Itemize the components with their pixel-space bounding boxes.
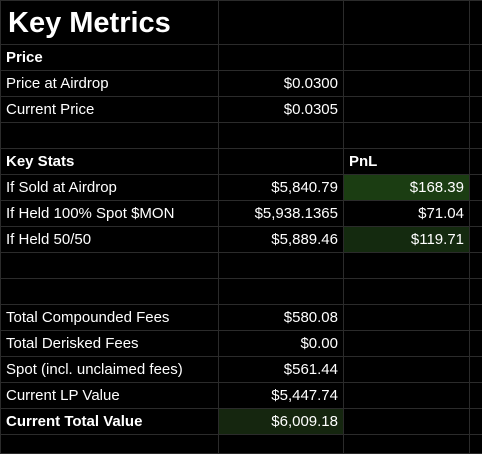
key-stat-row: If Held 100% Spot $MON $5,938.1365 $71.0… [1,201,482,227]
totals-row: Total Compounded Fees $580.08 [1,305,482,331]
key-stats-header[interactable]: Key Stats [1,149,219,175]
empty-cell[interactable] [1,279,219,305]
empty-cell[interactable] [470,331,482,357]
spot-label[interactable]: Spot (incl. unclaimed fees) [1,357,219,383]
price-section-header[interactable]: Price [1,45,219,71]
empty-cell[interactable] [219,123,344,149]
empty-cell[interactable] [344,253,470,279]
empty-cell[interactable] [470,201,482,227]
empty-cell[interactable] [219,435,344,454]
total-derisked-fees-label[interactable]: Total Derisked Fees [1,331,219,357]
empty-cell[interactable] [470,97,482,123]
empty-cell[interactable] [470,71,482,97]
price-row: Price at Airdrop $0.0300 [1,71,482,97]
empty-cell[interactable] [470,279,482,305]
spacer-row [1,123,482,149]
total-compounded-fees-label[interactable]: Total Compounded Fees [1,305,219,331]
key-stat-row: If Sold at Airdrop $5,840.79 $168.39 [1,175,482,201]
empty-cell[interactable] [344,279,470,305]
if-held-50-50-value[interactable]: $5,889.46 [219,227,344,253]
empty-cell[interactable] [1,435,219,454]
empty-cell[interactable] [470,149,482,175]
total-compounded-fees-value[interactable]: $580.08 [219,305,344,331]
spacer-row [1,435,482,454]
empty-cell[interactable] [219,253,344,279]
empty-cell[interactable] [470,227,482,253]
empty-cell[interactable] [344,1,470,45]
empty-cell[interactable] [470,45,482,71]
empty-cell[interactable] [219,45,344,71]
totals-row: Current LP Value $5,447.74 [1,383,482,409]
totals-row: Current Total Value $6,009.18 [1,409,482,435]
empty-cell[interactable] [1,123,219,149]
title-row: Key Metrics [1,1,482,45]
key-stat-row: If Held 50/50 $5,889.46 $119.71 [1,227,482,253]
sheet-title[interactable]: Key Metrics [1,1,219,45]
empty-cell[interactable] [344,305,470,331]
empty-cell[interactable] [344,123,470,149]
total-derisked-fees-value[interactable]: $0.00 [219,331,344,357]
empty-cell[interactable] [470,409,482,435]
if-sold-at-airdrop-pnl[interactable]: $168.39 [344,175,470,201]
empty-cell[interactable] [344,71,470,97]
empty-cell[interactable] [344,45,470,71]
if-held-spot-value[interactable]: $5,938.1365 [219,201,344,227]
if-sold-at-airdrop-label[interactable]: If Sold at Airdrop [1,175,219,201]
if-held-50-50-label[interactable]: If Held 50/50 [1,227,219,253]
empty-cell[interactable] [219,1,344,45]
empty-cell[interactable] [219,149,344,175]
current-total-value-label[interactable]: Current Total Value [1,409,219,435]
spacer-row [1,279,482,305]
key-stats-header-row: Key Stats PnL [1,149,482,175]
price-row: Current Price $0.0305 [1,97,482,123]
empty-cell[interactable] [470,305,482,331]
empty-cell[interactable] [470,175,482,201]
totals-row: Spot (incl. unclaimed fees) $561.44 [1,357,482,383]
current-lp-value-label[interactable]: Current LP Value [1,383,219,409]
if-held-spot-pnl[interactable]: $71.04 [344,201,470,227]
current-price-label[interactable]: Current Price [1,97,219,123]
empty-cell[interactable] [219,279,344,305]
empty-cell[interactable] [344,357,470,383]
if-held-spot-label[interactable]: If Held 100% Spot $MON [1,201,219,227]
empty-cell[interactable] [470,357,482,383]
spacer-row [1,253,482,279]
current-price-value[interactable]: $0.0305 [219,97,344,123]
empty-cell[interactable] [470,383,482,409]
empty-cell[interactable] [344,97,470,123]
price-at-airdrop-label[interactable]: Price at Airdrop [1,71,219,97]
current-total-value[interactable]: $6,009.18 [219,409,344,435]
if-held-50-50-pnl[interactable]: $119.71 [344,227,470,253]
empty-cell[interactable] [470,1,482,45]
spot-value[interactable]: $561.44 [219,357,344,383]
empty-cell[interactable] [470,253,482,279]
price-header-row: Price [1,45,482,71]
empty-cell[interactable] [1,253,219,279]
current-lp-value[interactable]: $5,447.74 [219,383,344,409]
totals-row: Total Derisked Fees $0.00 [1,331,482,357]
pnl-header[interactable]: PnL [344,149,470,175]
empty-cell[interactable] [470,123,482,149]
if-sold-at-airdrop-value[interactable]: $5,840.79 [219,175,344,201]
price-at-airdrop-value[interactable]: $0.0300 [219,71,344,97]
empty-cell[interactable] [344,435,470,454]
empty-cell[interactable] [344,331,470,357]
empty-cell[interactable] [470,435,482,454]
empty-cell[interactable] [344,409,470,435]
empty-cell[interactable] [344,383,470,409]
